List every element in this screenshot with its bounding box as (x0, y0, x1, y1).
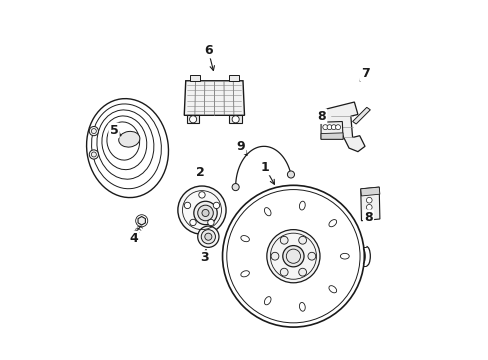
Polygon shape (228, 76, 239, 81)
Circle shape (198, 192, 205, 198)
Circle shape (266, 230, 319, 283)
Circle shape (232, 184, 239, 191)
Circle shape (280, 268, 287, 276)
Circle shape (298, 237, 306, 244)
Polygon shape (189, 76, 200, 81)
Circle shape (204, 233, 211, 240)
Polygon shape (321, 133, 343, 139)
Circle shape (335, 125, 340, 130)
Circle shape (213, 202, 219, 208)
Circle shape (197, 205, 213, 221)
Polygon shape (184, 81, 244, 115)
Circle shape (307, 252, 315, 260)
Polygon shape (321, 122, 343, 139)
Circle shape (184, 202, 190, 208)
Text: 2: 2 (195, 166, 204, 179)
Polygon shape (138, 216, 145, 225)
Circle shape (366, 204, 371, 210)
Circle shape (202, 210, 209, 216)
Circle shape (207, 219, 214, 226)
Ellipse shape (119, 131, 140, 147)
Text: 7: 7 (360, 67, 368, 80)
Circle shape (89, 126, 98, 136)
Circle shape (326, 125, 331, 130)
Polygon shape (229, 115, 242, 123)
Text: 6: 6 (203, 44, 212, 57)
Circle shape (331, 125, 336, 130)
Text: 1: 1 (260, 161, 269, 174)
Circle shape (178, 186, 225, 234)
Circle shape (322, 125, 327, 130)
Text: 8: 8 (317, 110, 325, 123)
Circle shape (298, 268, 306, 276)
Circle shape (89, 150, 98, 159)
Circle shape (270, 252, 278, 260)
Polygon shape (360, 187, 379, 221)
Text: 3: 3 (200, 252, 209, 265)
Circle shape (189, 219, 196, 226)
Circle shape (287, 171, 294, 178)
Circle shape (232, 116, 239, 123)
Polygon shape (360, 187, 379, 196)
Circle shape (201, 230, 215, 244)
Text: 4: 4 (129, 232, 138, 245)
Polygon shape (325, 102, 364, 152)
Circle shape (366, 197, 371, 203)
Text: 8: 8 (364, 211, 372, 224)
Circle shape (282, 246, 304, 267)
Circle shape (189, 116, 196, 123)
Text: 9: 9 (236, 140, 245, 153)
Circle shape (280, 237, 287, 244)
Polygon shape (186, 115, 199, 123)
Polygon shape (352, 107, 369, 124)
Circle shape (366, 212, 371, 217)
Circle shape (197, 226, 219, 247)
Circle shape (193, 201, 217, 225)
Text: 5: 5 (109, 124, 118, 137)
